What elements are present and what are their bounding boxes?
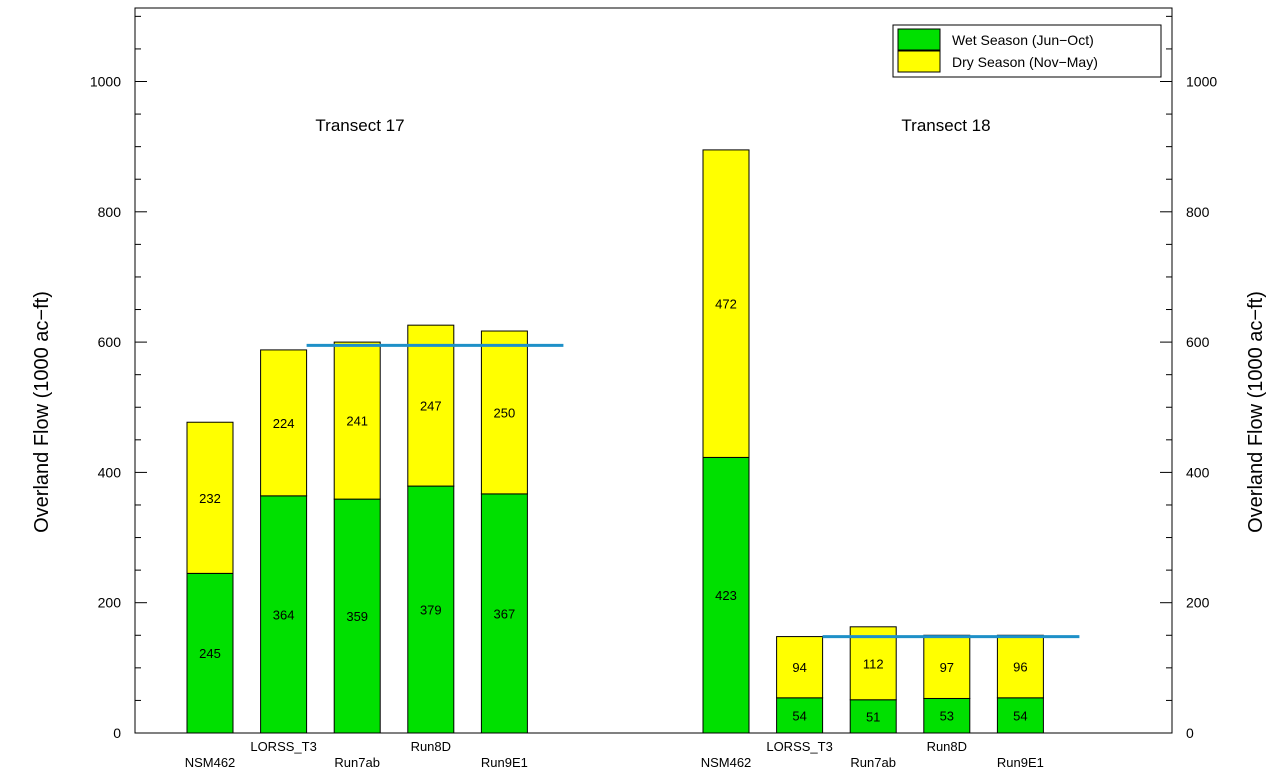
- bar-wet-season: [923, 697, 971, 734]
- bar-value-label-wet: 54: [792, 708, 806, 723]
- category-label: Run8D: [927, 739, 967, 754]
- legend: Wet Season (Jun−Oct) Dry Season (Nov−May…: [892, 24, 1162, 78]
- bar-dry-season: [480, 330, 528, 495]
- category-label: Run7ab: [334, 755, 380, 770]
- category-label: Run7ab: [850, 755, 896, 770]
- legend-label-wet: Wet Season (Jun−Oct): [952, 32, 1094, 48]
- plot-frame: [134, 7, 1173, 734]
- bar-wet-season: [702, 456, 750, 734]
- bar-value-label-wet: 379: [420, 603, 442, 618]
- bar-value-label-dry: 97: [940, 660, 954, 675]
- y-tick-label-left: 600: [98, 334, 122, 350]
- legend-label-dry: Dry Season (Nov−May): [952, 54, 1098, 70]
- bar-wet-season: [260, 495, 308, 734]
- group-title-transect-17: Transect 17: [315, 116, 404, 135]
- y-tick-label-right: 0: [1186, 725, 1194, 741]
- bar-value-label-dry: 224: [273, 416, 295, 431]
- bar-value-label-dry: 232: [199, 491, 221, 506]
- bar-dry-season: [260, 349, 308, 497]
- category-label: LORSS_T3: [766, 739, 832, 754]
- bar-dry-season: [407, 324, 455, 487]
- bar-wet-season: [480, 493, 528, 734]
- category-label: Run8D: [411, 739, 451, 754]
- bar-wet-season: [333, 498, 381, 734]
- bar-value-label-wet: 54: [1013, 708, 1027, 723]
- bar-value-label-dry: 241: [346, 414, 368, 429]
- bar-dry-season: [186, 421, 234, 574]
- group-title-transect-18: Transect 18: [901, 116, 990, 135]
- bar-value-label-wet: 53: [940, 709, 954, 724]
- bar-value-label-dry: 250: [494, 405, 516, 420]
- category-label: Run9E1: [997, 755, 1044, 770]
- bar-dry-season: [702, 149, 750, 458]
- category-label: NSM462: [185, 755, 236, 770]
- bar-value-label-wet: 367: [494, 606, 516, 621]
- y-axis-label-right: Overland Flow (1000 ac−ft): [1245, 291, 1267, 533]
- legend-swatch-wet: [897, 28, 941, 51]
- axes: 0 0 200 200 400 400 600 600 800 800 1000 1000: [90, 15, 1217, 741]
- y-tick-label-right: 200: [1186, 595, 1210, 611]
- y-tick-label-left: 800: [98, 204, 122, 220]
- reference-lines: [306, 343, 1080, 639]
- category-label: Run9E1: [481, 755, 528, 770]
- bar-value-label-dry: 112: [863, 656, 884, 671]
- bar-value-label-wet: 245: [199, 646, 221, 661]
- bar-value-label-dry: 94: [792, 660, 806, 675]
- bar-wet-season: [407, 485, 455, 734]
- y-tick-label-right: 400: [1186, 464, 1210, 480]
- bar-value-label-dry: 247: [420, 399, 442, 414]
- y-tick-label-left: 0: [113, 725, 121, 741]
- bar-dry-season: [923, 634, 971, 699]
- bar-value-label-wet: 423: [715, 588, 737, 603]
- bar-wet-season: [186, 572, 234, 734]
- category-label: NSM462: [701, 755, 752, 770]
- bar-value-label-dry: 96: [1013, 660, 1027, 675]
- bar-value-label-wet: 51: [866, 709, 880, 724]
- y-axis-label-left: Overland Flow (1000 ac−ft): [31, 291, 53, 533]
- category-labels: NSM462 LORSS_T3 Run7ab Run8D Run9E1 NSM462 LOR…: [185, 739, 1044, 770]
- bar-value-label-wet: 359: [346, 609, 368, 624]
- legend-swatch-dry: [897, 50, 941, 73]
- category-label: LORSS_T3: [250, 739, 316, 754]
- bar-dry-season: [996, 634, 1044, 699]
- bar-dry-season: [333, 341, 381, 500]
- bar-dry-season: [776, 636, 824, 699]
- y-tick-label-left: 200: [98, 595, 122, 611]
- bars: 245 232 364 224 359 241 379 247 367 250 423 472 54 94…: [186, 149, 1044, 734]
- bar-value-label-dry: 472: [715, 297, 737, 312]
- bar-value-label-wet: 364: [273, 607, 295, 622]
- y-tick-label-right: 800: [1186, 204, 1210, 220]
- bar-dry-season: [849, 626, 897, 701]
- y-tick-label-left: 400: [98, 464, 122, 480]
- y-tick-label-left: 1000: [90, 74, 121, 90]
- y-tick-label-right: 600: [1186, 334, 1210, 350]
- y-tick-label-right: 1000: [1186, 74, 1217, 90]
